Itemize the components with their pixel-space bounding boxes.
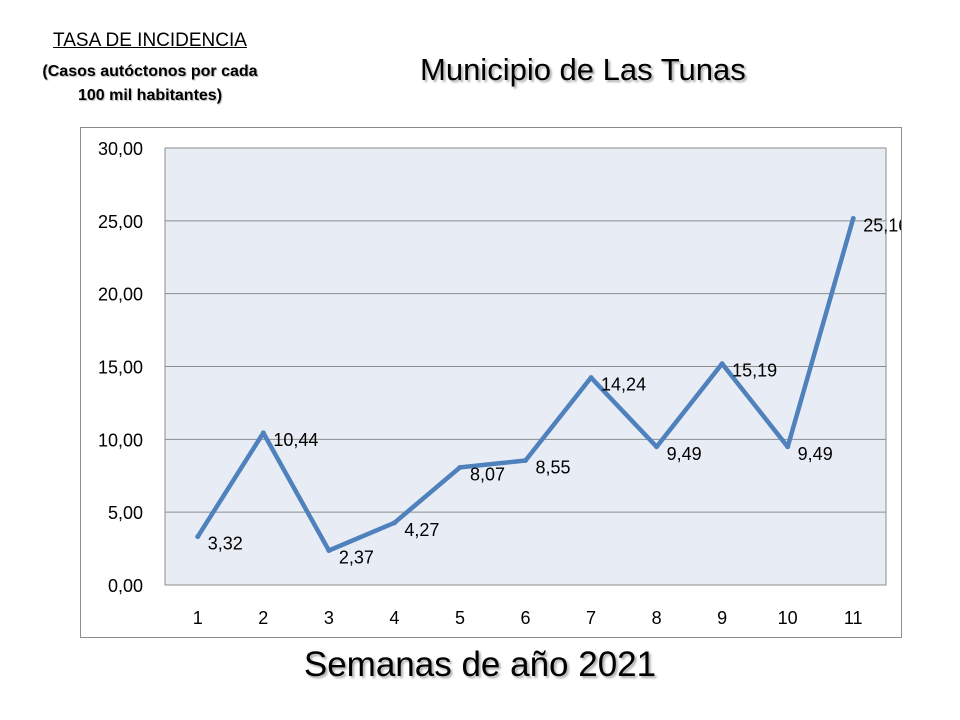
data-point bbox=[588, 375, 594, 381]
data-point bbox=[260, 430, 266, 436]
data-label: 14,24 bbox=[601, 375, 646, 395]
data-label: 3,32 bbox=[208, 534, 243, 554]
data-label: 4,27 bbox=[404, 520, 439, 540]
x-tick-label: 8 bbox=[652, 608, 662, 628]
data-label: 15,19 bbox=[732, 361, 777, 381]
x-tick-label: 9 bbox=[717, 608, 727, 628]
data-point bbox=[785, 444, 791, 450]
data-label: 8,07 bbox=[470, 464, 505, 484]
data-label: 2,37 bbox=[339, 547, 374, 567]
x-axis-title: Semanas de año 2021 bbox=[303, 645, 657, 684]
y-axis-title-sub2: 100 mil habitantes) bbox=[77, 87, 223, 104]
x-tick-label: 1 bbox=[193, 608, 203, 628]
chart-title: Municipio de Las Tunas bbox=[420, 52, 746, 87]
y-tick-label: 20,00 bbox=[98, 285, 143, 305]
data-point bbox=[850, 216, 856, 222]
data-label: 25,16 bbox=[863, 216, 901, 236]
data-point bbox=[654, 444, 660, 450]
data-label: 10,44 bbox=[273, 430, 318, 450]
y-tick-label: 10,00 bbox=[98, 430, 143, 450]
data-point bbox=[326, 547, 332, 553]
y-axis-title-sub1: (Casos autóctonos por cada bbox=[42, 63, 258, 80]
data-point bbox=[195, 534, 201, 540]
data-point bbox=[523, 457, 528, 463]
x-tick-label: 2 bbox=[258, 608, 268, 628]
data-label: 9,49 bbox=[798, 444, 833, 464]
y-tick-label: 0,00 bbox=[108, 576, 143, 596]
x-tick-label: 5 bbox=[455, 608, 465, 628]
x-tick-label: 10 bbox=[778, 608, 798, 628]
x-tick-label: 4 bbox=[389, 608, 399, 628]
data-point bbox=[719, 361, 725, 367]
y-axis-title-main: TASA DE INCIDENCIA bbox=[53, 30, 247, 51]
y-tick-label: 5,00 bbox=[108, 503, 143, 523]
line-chart: 0,00 5,00 10,00 15,00 20,00 25,00 30,00 1 2 3 4 5 6 7… bbox=[98, 139, 908, 628]
y-tick-label: 30,00 bbox=[98, 139, 143, 159]
y-tick-label: 15,00 bbox=[98, 358, 143, 378]
x-tick-label: 3 bbox=[324, 608, 334, 628]
data-label: 9,49 bbox=[667, 444, 702, 464]
x-tick-label: 6 bbox=[520, 608, 530, 628]
data-point bbox=[391, 520, 397, 526]
chart-frame: 0,00 5,00 10,00 15,00 20,00 25,00 30,00 1 2 3 4 5 6 7… bbox=[80, 127, 908, 638]
y-tick-label: 25,00 bbox=[98, 212, 143, 232]
y-axis-title: TASA DE INCIDENCIA (Casos autóctonos por… bbox=[0, 30, 300, 108]
x-tick-label: 11 bbox=[844, 608, 863, 628]
data-point bbox=[457, 464, 463, 470]
x-tick-label: 7 bbox=[586, 608, 596, 628]
data-label: 8,55 bbox=[536, 457, 571, 477]
